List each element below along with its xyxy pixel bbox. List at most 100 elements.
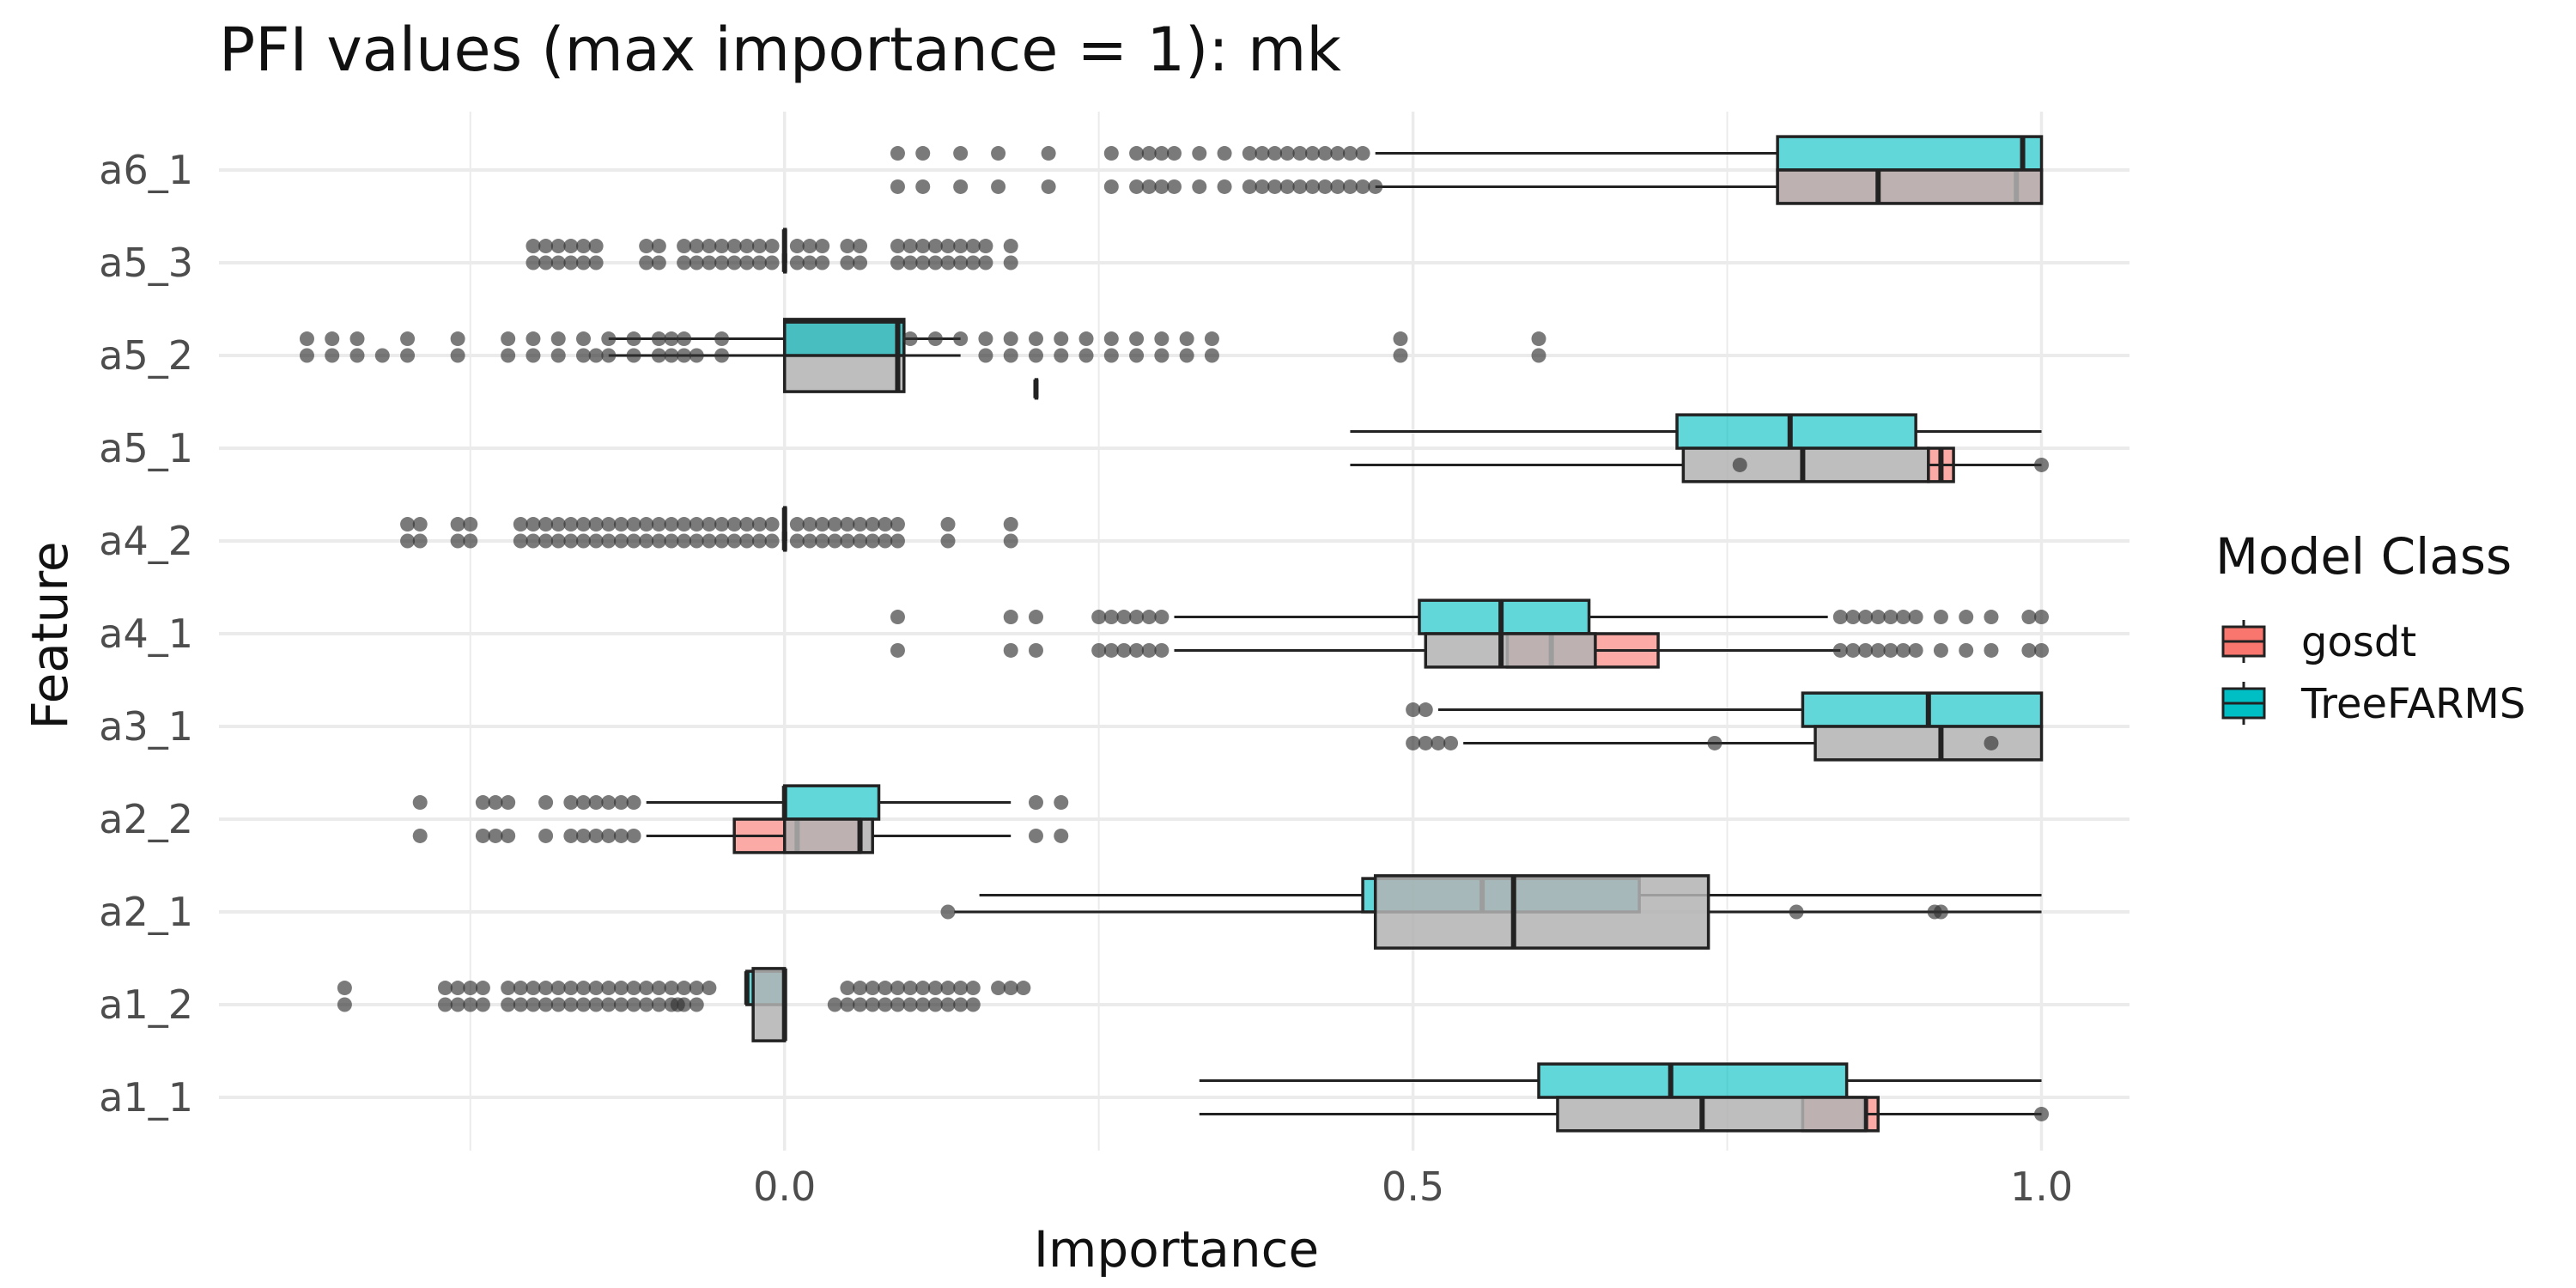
- outlier-point-a4_1-treefarms: [890, 610, 905, 625]
- outlier-point-a1_2-treefarms: [437, 981, 453, 996]
- outlier-point-a5_1-other: [2034, 457, 2050, 472]
- outlier-point-a6_1-treefarms: [1242, 146, 1257, 161]
- outlier-point-a5_3-other: [689, 255, 704, 270]
- outlier-point-a2_2-treefarms: [601, 795, 617, 811]
- outlier-point-a6_1-other: [1317, 179, 1333, 194]
- outlier-point-a4_2-treefarms: [601, 517, 617, 532]
- outlier-point-a1_2-other: [651, 997, 666, 1012]
- outlier-point-a5_3-other: [789, 255, 805, 270]
- outlier-point-a6_1-other: [1355, 179, 1370, 194]
- outlier-point-a4_2-other: [588, 533, 604, 549]
- y-tick-labels: a6_1 a5_3 a5_2 a5_1 a4_2 a4_1 a3_1 a2_2 a2_1 a1_2…: [99, 147, 193, 1121]
- outlier-point-a2_1-other: [1933, 904, 1948, 920]
- outlier-point-a4_1-treefarms: [1845, 610, 1861, 625]
- y-tick-label-a1_2: a1_2: [99, 981, 193, 1028]
- x-tick-label: 1.0: [2010, 1163, 2073, 1210]
- outlier-point-a5_2-other: [526, 348, 541, 363]
- y-tick-label-a5_3: a5_3: [99, 240, 193, 286]
- outlier-point-a2_1-other: [940, 904, 956, 920]
- x-axis-label: Importance: [1034, 1220, 1319, 1279]
- outlier-point-a4_2-other: [751, 533, 767, 549]
- outlier-point-a6_1-other: [1279, 179, 1295, 194]
- outlier-point-a4_2-other: [827, 533, 842, 549]
- outlier-point-a5_2-other: [1531, 348, 1546, 363]
- outlier-point-a1_2-other: [576, 997, 592, 1012]
- outlier-point-a5_2-treefarms: [1393, 331, 1408, 347]
- x-tick-label: 0.0: [753, 1163, 816, 1210]
- outlier-point-a5_2-other: [450, 348, 465, 363]
- outlier-point-a1_2-treefarms: [538, 981, 554, 996]
- outlier-point-a4_2-other: [739, 533, 755, 549]
- outlier-point-a2_2-treefarms: [412, 795, 428, 811]
- outlier-point-a4_2-other: [1003, 533, 1018, 549]
- outlier-point-a5_2-treefarms: [1103, 331, 1119, 347]
- outlier-point-a6_1-treefarms: [1103, 146, 1119, 161]
- outlier-point-a4_2-treefarms: [626, 517, 641, 532]
- outlier-point-a5_2-other: [325, 348, 340, 363]
- outlier-point-a4_1-treefarms: [1091, 610, 1107, 625]
- outlier-point-a5_3-other: [563, 255, 579, 270]
- outlier-point-a3_1-other: [1707, 735, 1722, 750]
- outlier-point-a5_3-other: [639, 255, 654, 270]
- outlier-point-a5_3-other: [940, 255, 956, 270]
- outlier-point-a5_3-treefarms: [714, 239, 730, 254]
- outlier-point-a6_1-other: [1368, 179, 1383, 194]
- outlier-point-a2_2-other: [613, 828, 629, 843]
- outlier-point-a4_1-other: [1858, 642, 1874, 658]
- outlier-point-a4_1-other: [2021, 642, 2037, 658]
- outlier-point-a5_3-other: [953, 255, 969, 270]
- outlier-point-a4_2-other: [689, 533, 704, 549]
- outlier-point-a1_2-other: [940, 997, 956, 1012]
- outlier-point-a6_1-other: [1267, 179, 1283, 194]
- outlier-point-a4_1-treefarms: [1141, 610, 1157, 625]
- outlier-point-a5_2-treefarms: [601, 331, 617, 347]
- outlier-point-a4_2-treefarms: [789, 517, 805, 532]
- outlier-point-a5_3-other: [890, 255, 905, 270]
- outlier-point-a3_1-other: [1984, 735, 1999, 750]
- outlier-point-a6_1-treefarms: [1167, 146, 1182, 161]
- outlier-point-a4_1-treefarms: [1832, 610, 1848, 625]
- outlier-point-a5_3-other: [726, 255, 742, 270]
- outlier-point-a2_2-treefarms: [538, 795, 554, 811]
- outlier-point-a4_1-treefarms: [1908, 610, 1923, 625]
- box-a4_1-treefarms: [1418, 598, 1591, 635]
- box-a2_2-treefarms: [782, 784, 881, 821]
- outlier-point-a4_2-other: [601, 533, 617, 549]
- outlier-point-a1_2-other: [513, 997, 528, 1012]
- outlier-point-a1_2-other: [538, 997, 554, 1012]
- legend-label-treefarms: TreeFARMS: [2300, 680, 2525, 728]
- outlier-point-a4_1-other: [1933, 642, 1948, 658]
- outlier-point-a4_2-other: [538, 533, 554, 549]
- outlier-point-a5_2-other: [1204, 348, 1219, 363]
- outlier-point-a4_2-treefarms: [538, 517, 554, 532]
- outlier-point-a4_2-treefarms: [463, 517, 478, 532]
- outlier-point-a4_2-other: [702, 533, 717, 549]
- outlier-point-a5_2-other: [651, 348, 666, 363]
- outlier-point-a5_3-treefarms: [550, 239, 566, 254]
- outlier-point-a5_3-other: [965, 255, 981, 270]
- outlier-point-a5_3-treefarms: [677, 239, 692, 254]
- legend-label-gosdt: gosdt: [2301, 618, 2416, 666]
- outlier-point-a1_2-treefarms: [702, 981, 717, 996]
- outlier-point-a2_2-other: [1054, 828, 1069, 843]
- outlier-point-a4_1-other: [1832, 642, 1848, 658]
- outlier-point-a6_1-treefarms: [1317, 146, 1333, 161]
- outlier-point-a5_3-treefarms: [802, 239, 817, 254]
- outlier-point-a5_3-treefarms: [815, 239, 830, 254]
- outlier-point-a5_2-other: [1179, 348, 1194, 363]
- y-tick-label-a2_2: a2_2: [99, 796, 193, 842]
- outlier-point-a2_2-other: [563, 828, 579, 843]
- outlier-point-a1_2-treefarms: [651, 981, 666, 996]
- outlier-point-a1_2-treefarms: [865, 981, 880, 996]
- outlier-point-a4_2-other: [726, 533, 742, 549]
- outlier-point-a5_3-other: [588, 255, 604, 270]
- outlier-point-a5_3-other: [702, 255, 717, 270]
- outlier-point-a5_2-treefarms: [550, 331, 566, 347]
- outlier-point-a4_2-other: [815, 533, 830, 549]
- outlier-point-a6_1-treefarms: [991, 146, 1006, 161]
- y-tick-label-a5_1: a5_1: [99, 425, 193, 471]
- outlier-point-a1_2-other: [463, 997, 478, 1012]
- outlier-point-a4_2-other: [789, 533, 805, 549]
- outlier-point-a3_1-treefarms: [1418, 702, 1433, 718]
- legend-title: Model Class: [2215, 527, 2512, 586]
